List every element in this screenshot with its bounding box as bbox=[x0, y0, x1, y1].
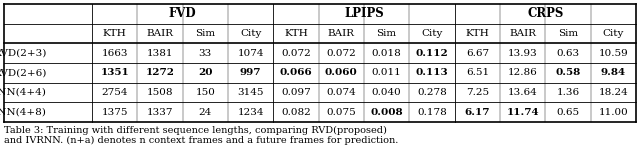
Text: 0.178: 0.178 bbox=[417, 108, 447, 117]
Text: BAIR: BAIR bbox=[509, 29, 536, 38]
Text: 3145: 3145 bbox=[237, 88, 264, 97]
Text: 0.58: 0.58 bbox=[556, 68, 580, 77]
Text: 1351: 1351 bbox=[100, 68, 129, 77]
Text: RVD(2+6): RVD(2+6) bbox=[0, 68, 47, 77]
Text: LPIPS: LPIPS bbox=[344, 7, 384, 20]
Text: 0.072: 0.072 bbox=[281, 49, 311, 58]
Text: 0.074: 0.074 bbox=[326, 88, 356, 97]
Text: 0.011: 0.011 bbox=[372, 68, 401, 77]
Text: Table 3: Training with different sequence lengths, comparing RVD(proposed): Table 3: Training with different sequenc… bbox=[4, 126, 387, 135]
Text: 0.075: 0.075 bbox=[326, 108, 356, 117]
Text: 7.25: 7.25 bbox=[466, 88, 489, 97]
Text: 0.097: 0.097 bbox=[281, 88, 311, 97]
Text: 1508: 1508 bbox=[147, 88, 173, 97]
Text: 33: 33 bbox=[198, 49, 212, 58]
Text: Sim: Sim bbox=[558, 29, 578, 38]
Text: 0.082: 0.082 bbox=[281, 108, 311, 117]
Text: City: City bbox=[240, 29, 261, 38]
Text: 0.060: 0.060 bbox=[325, 68, 358, 77]
Text: 0.008: 0.008 bbox=[371, 108, 403, 117]
Text: 0.278: 0.278 bbox=[417, 88, 447, 97]
Text: 10.59: 10.59 bbox=[598, 49, 628, 58]
Text: 0.113: 0.113 bbox=[416, 68, 448, 77]
Text: 1337: 1337 bbox=[147, 108, 173, 117]
Text: 18.24: 18.24 bbox=[598, 88, 628, 97]
Text: 0.65: 0.65 bbox=[556, 108, 580, 117]
Text: 0.072: 0.072 bbox=[326, 49, 356, 58]
Text: BAIR: BAIR bbox=[147, 29, 173, 38]
Text: 13.64: 13.64 bbox=[508, 88, 538, 97]
Text: 2754: 2754 bbox=[101, 88, 128, 97]
Text: 1272: 1272 bbox=[145, 68, 175, 77]
Text: 6.51: 6.51 bbox=[466, 68, 489, 77]
Text: Sim: Sim bbox=[195, 29, 216, 38]
Text: 9.84: 9.84 bbox=[601, 68, 626, 77]
Text: 6.17: 6.17 bbox=[465, 108, 490, 117]
Text: 1375: 1375 bbox=[101, 108, 128, 117]
Text: RVD(2+3): RVD(2+3) bbox=[0, 49, 47, 58]
Text: 0.112: 0.112 bbox=[415, 49, 449, 58]
Text: City: City bbox=[603, 29, 624, 38]
Text: 20: 20 bbox=[198, 68, 212, 77]
Text: 11.74: 11.74 bbox=[506, 108, 539, 117]
Text: 1663: 1663 bbox=[101, 49, 128, 58]
Text: Sim: Sim bbox=[376, 29, 397, 38]
Text: KTH: KTH bbox=[103, 29, 127, 38]
Text: CRPS: CRPS bbox=[527, 7, 564, 20]
Text: 1.36: 1.36 bbox=[556, 88, 580, 97]
Text: 11.00: 11.00 bbox=[598, 108, 628, 117]
Text: 6.67: 6.67 bbox=[466, 49, 489, 58]
Text: 0.63: 0.63 bbox=[556, 49, 580, 58]
Text: IVRNN(4+4): IVRNN(4+4) bbox=[0, 88, 47, 97]
Text: 150: 150 bbox=[195, 88, 215, 97]
Text: KTH: KTH bbox=[284, 29, 308, 38]
Text: 1381: 1381 bbox=[147, 49, 173, 58]
Text: 12.86: 12.86 bbox=[508, 68, 538, 77]
Text: 13.93: 13.93 bbox=[508, 49, 538, 58]
Text: FVD: FVD bbox=[169, 7, 196, 20]
Text: 1074: 1074 bbox=[237, 49, 264, 58]
Text: 0.066: 0.066 bbox=[280, 68, 312, 77]
Text: IVRNN(4+8): IVRNN(4+8) bbox=[0, 108, 47, 117]
Text: and IVRNN. (n+a) denotes n context frames and a future frames for prediction.: and IVRNN. (n+a) denotes n context frame… bbox=[4, 136, 398, 145]
Text: City: City bbox=[421, 29, 443, 38]
Text: BAIR: BAIR bbox=[328, 29, 355, 38]
Text: KTH: KTH bbox=[465, 29, 489, 38]
Text: 24: 24 bbox=[198, 108, 212, 117]
Text: 0.040: 0.040 bbox=[372, 88, 401, 97]
Text: 1234: 1234 bbox=[237, 108, 264, 117]
Text: 0.018: 0.018 bbox=[372, 49, 401, 58]
Text: 997: 997 bbox=[240, 68, 261, 77]
